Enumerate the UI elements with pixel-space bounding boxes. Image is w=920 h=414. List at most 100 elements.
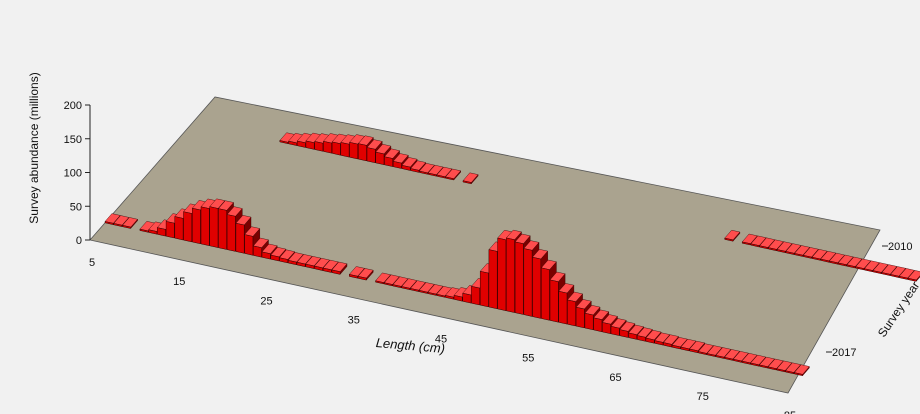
bar-front [829,260,838,265]
bar-front [453,294,463,302]
bar-front [549,279,559,323]
bar-front [226,214,236,252]
bar-front [776,249,786,254]
bar-front [174,216,184,241]
bar-front [890,274,900,278]
bar-front [340,142,350,158]
bar-front [419,170,428,175]
bar-front [139,228,149,233]
bar-front [732,358,742,363]
bar-front [358,143,367,162]
bar-front [401,286,411,291]
bar-front [759,364,768,369]
bar-front [846,264,856,269]
z-tick-label: 2010 [888,241,912,253]
bar-front [820,258,830,263]
bar [122,217,138,230]
bar [331,261,348,275]
bar-front [445,295,454,300]
bar-front [803,254,812,259]
bar-front [427,291,437,296]
x-tick-label: 75 [697,391,709,403]
y-tick-label: 100 [64,168,82,180]
bar-front [671,344,681,350]
bar-front [375,280,385,285]
bar-front [776,368,786,373]
bar-front [575,306,585,329]
bar-front [244,234,254,256]
bar-series-group [104,132,920,377]
bar [907,270,920,282]
bar-front [872,270,882,275]
bar-front [375,151,385,166]
bar-front [785,370,795,375]
bar-front [864,268,873,273]
bar-front [165,221,175,239]
bar-front [654,340,664,346]
bar-front [331,269,341,275]
x-tick-label: 25 [260,295,272,307]
bar-front [296,140,306,148]
bar-front [314,141,324,152]
bar-front [270,254,280,262]
bar-front [349,141,359,160]
bar-front [794,253,804,257]
bar-front [741,241,751,246]
bar-front [479,270,489,308]
z-tick-label: 2017 [832,347,856,359]
bar-front [584,312,594,331]
bar-front [314,265,323,271]
bar-front [541,267,550,321]
bar-front [471,285,480,306]
bar-front [349,274,358,279]
bar [445,168,462,181]
bar-front [235,222,245,254]
bar-front [305,263,315,269]
bar-front [488,249,498,310]
bar-front [305,140,315,150]
bar-front [288,140,298,146]
bar-front [392,160,402,169]
bar-front [837,262,847,267]
bar-front [506,237,515,313]
bar-front [253,245,262,258]
bar [724,229,741,242]
bar-front [898,275,908,280]
x-tick-label: 35 [348,314,360,326]
y-axis-label: Survey abundance (millions) [27,72,41,223]
bar-front [750,362,760,367]
bar-front [610,325,620,336]
bar-front [689,348,699,354]
bar-front [514,241,524,315]
bar-front [366,147,376,164]
bar-front [706,353,716,357]
x-tick-label: 15 [173,276,185,288]
y-tick-label: 150 [64,134,82,146]
bar-front [323,140,332,154]
x-axis-ticks: 5 15 25 35 45 55 65 75 85 [89,257,796,414]
bar-front [192,207,201,245]
bar-front [418,289,428,294]
bar-front [322,267,332,273]
bar-front [724,356,734,361]
bar-front [384,156,393,167]
bar-front [462,292,472,304]
bar-front [104,221,114,226]
bar-front [628,332,638,340]
bar-front [593,317,603,333]
bar-front [445,176,455,181]
bar-front [462,180,472,185]
bar-front [881,272,891,276]
bar-front [567,299,576,327]
bar-front [907,277,917,282]
bar-front [715,355,725,359]
bar-front [357,275,367,281]
bar [768,239,784,252]
y-tick-label: 200 [64,100,82,112]
chart-floor [89,96,881,394]
bar-front [209,206,219,248]
y-axis-ticks: 0 50 100 150 200 [64,100,90,247]
bar-front [410,288,419,292]
bar-front [645,337,655,344]
